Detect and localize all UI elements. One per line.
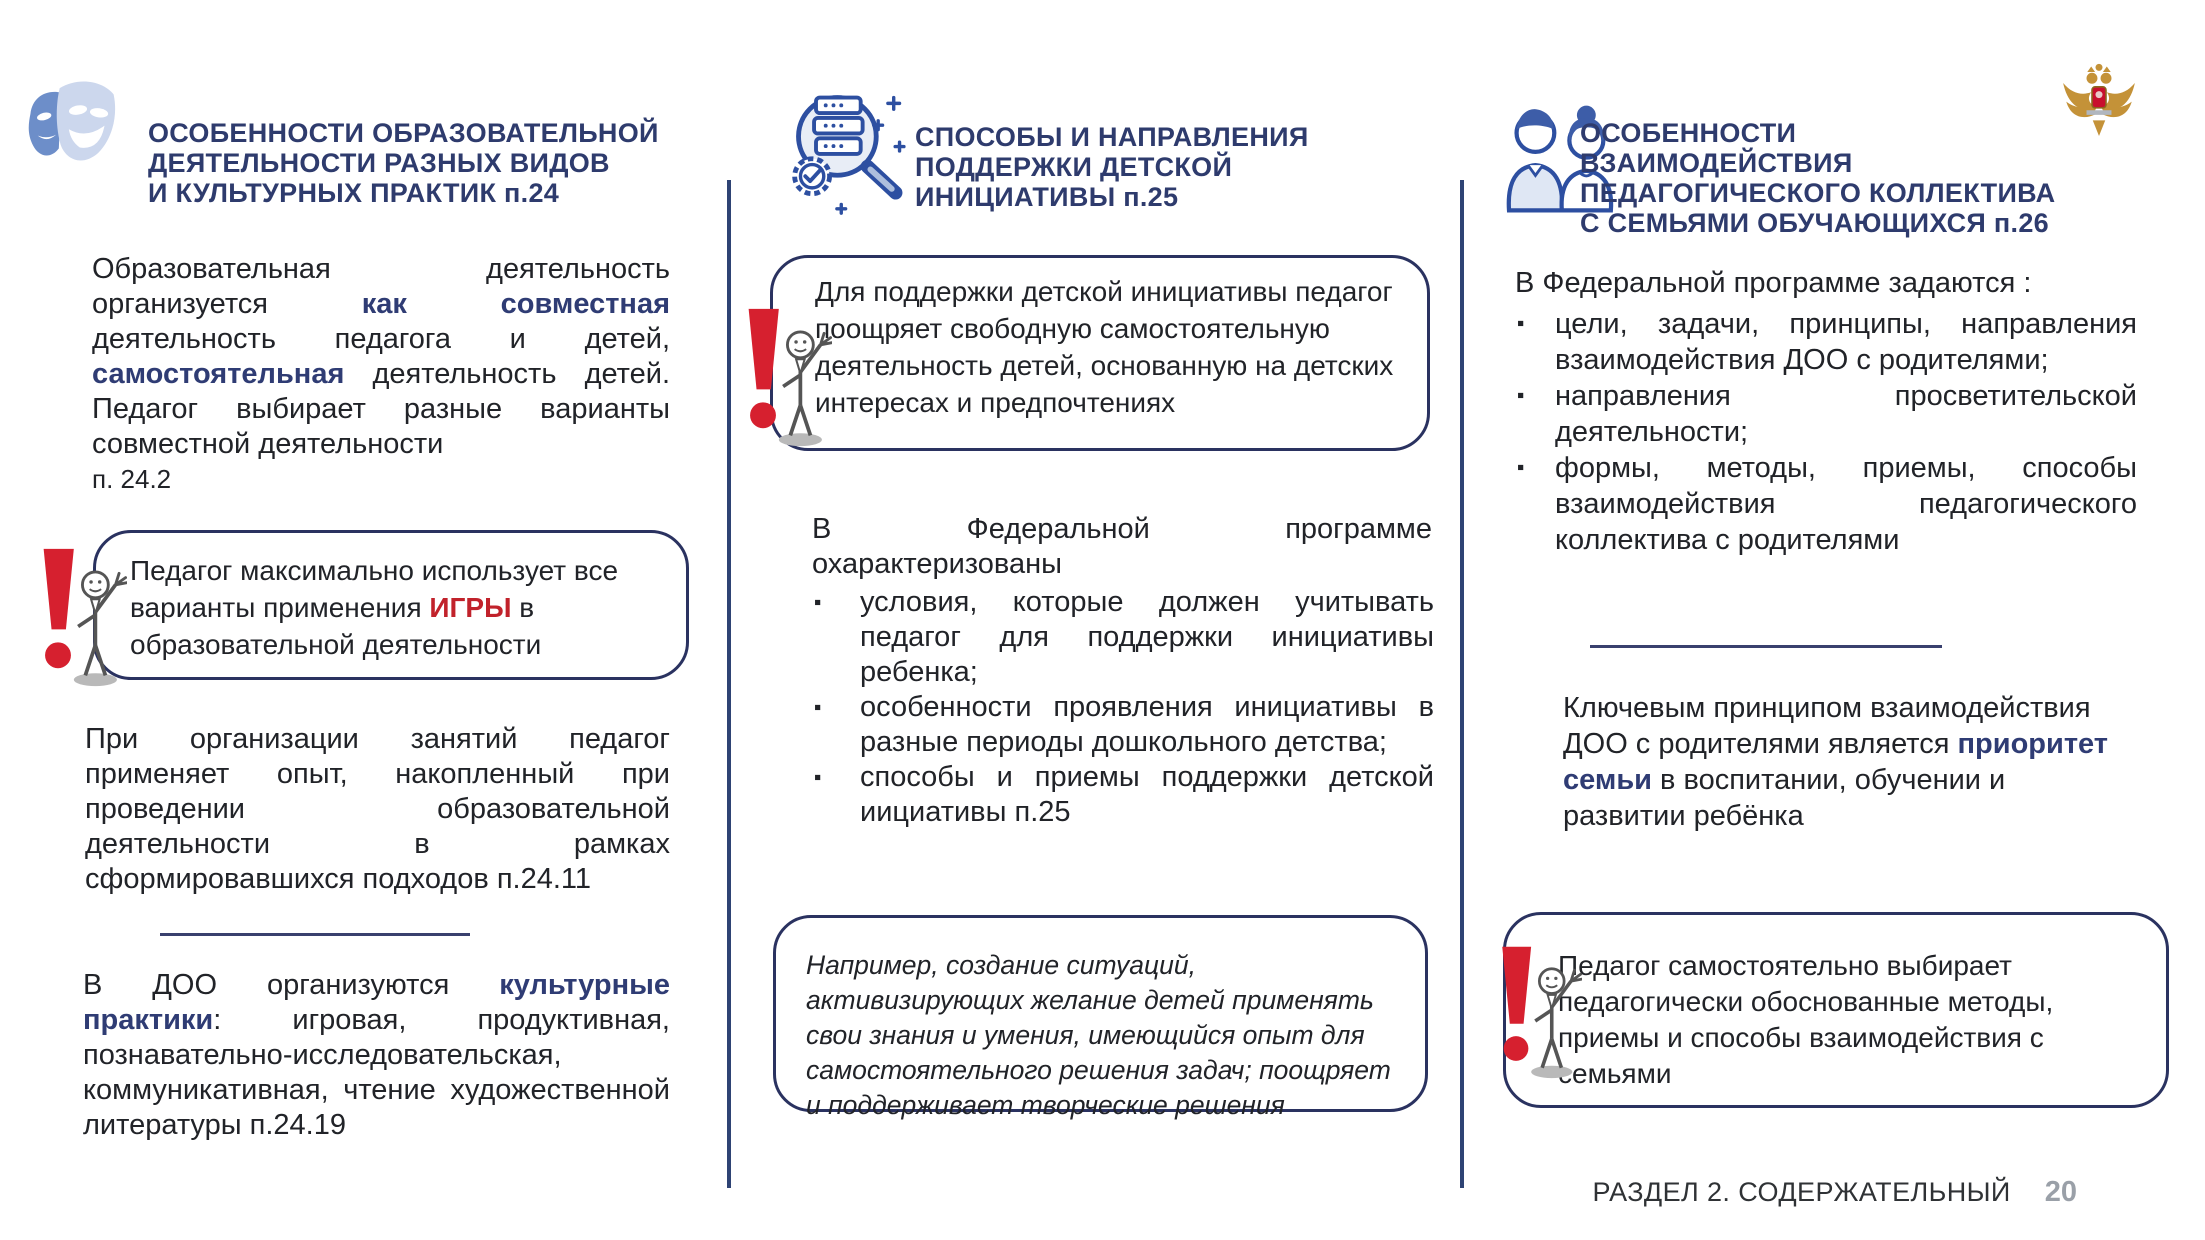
column3-list-intro: В Федеральной программе задаются : xyxy=(1515,267,2032,299)
attention-exclamation-icon xyxy=(35,540,129,690)
text-run: в воспитании, обучении и развитии ребёнк… xyxy=(1563,764,2006,832)
list-item-text: особенности проявления инициативы в разн… xyxy=(860,691,1434,758)
attention-exclamation-icon xyxy=(1494,936,1584,1084)
column2-list-intro: В Федеральной программе охарактеризованы xyxy=(812,513,1432,580)
page-number: 20 xyxy=(2044,1176,2077,1208)
example-text: Например, создание ситуаций, активизирую… xyxy=(806,950,1391,1120)
footer-section-label: РАЗДЕЛ 2. СОДЕРЖАТЕЛЬНЫЙ xyxy=(1592,1177,2011,1207)
clause-reference: п. 24.2 xyxy=(92,464,172,494)
highlight-navy: культурные практики xyxy=(83,969,670,1036)
list-item: особенности проявления инициативы в разн… xyxy=(812,690,1434,760)
callout-text: Педагог самостоятельно выбирает педагоги… xyxy=(1558,950,2054,1089)
column3-key-principle: Ключевым принципом взаимодействия ДОО с … xyxy=(1563,690,2128,834)
section-divider-col1 xyxy=(160,933,470,936)
text-run: : игровая, продуктивная, познавательно-и… xyxy=(83,1004,670,1141)
list-item: условия, которые должен учитывать педаго… xyxy=(812,585,1434,690)
ministry-emblem-icon xyxy=(2060,60,2138,148)
column1-paragraph-practices: В ДОО организуются культурные практики: … xyxy=(83,968,670,1143)
list-item-text: формы, методы, приемы, способы взаимодей… xyxy=(1555,452,2137,556)
column1-paragraph-experience: При организации занятий педагог применяе… xyxy=(85,723,670,895)
column3-bullet-list: цели, задачи, принципы, направления взаи… xyxy=(1515,306,2137,558)
highlight-navy: самостоятельная xyxy=(92,358,345,390)
column2-title: СПОСОБЫ И НАПРАВЛЕНИЯ ПОДДЕРЖКИ ДЕТСКОЙ … xyxy=(915,122,1309,212)
list-item: формы, методы, приемы, способы взаимодей… xyxy=(1515,450,2137,558)
column2-bullet-list: условия, которые должен учитывать педаго… xyxy=(812,585,1434,830)
list-item: цели, задачи, принципы, направления взаи… xyxy=(1515,306,2137,378)
list-item: направления просветительской деятельност… xyxy=(1515,378,2137,450)
list-item-text: цели, задачи, принципы, направления взаи… xyxy=(1555,308,2137,376)
text-run: Образовательная деятельность организуетс… xyxy=(92,253,670,320)
callout-text: Педагог максимально использует все вариа… xyxy=(130,552,662,663)
list-item-text: способы и приемы поддержки детской иициа… xyxy=(860,761,1434,828)
list-item-text: условия, которые должен учитывать педаго… xyxy=(860,586,1434,688)
column-divider-2 xyxy=(1460,180,1464,1188)
family-icon xyxy=(1485,84,1633,216)
callout-initiative-support: Для поддержки детской инициативы педагог… xyxy=(770,255,1430,451)
text-run: деятельность педагога и детей, xyxy=(92,323,670,355)
callout-example: Например, создание ситуаций, активизирую… xyxy=(773,915,1428,1120)
callout-game-use: Педагог максимально использует все вариа… xyxy=(93,530,689,680)
list-item-text: направления просветительской деятельност… xyxy=(1555,380,2137,448)
text-run: Педагог максимально использует все вариа… xyxy=(130,555,619,623)
text-run: в образовательной деятельности xyxy=(130,592,542,660)
highlight-navy: приоритет семьи xyxy=(1563,728,2108,796)
highlight-red: ИГРЫ xyxy=(429,592,512,623)
text-run: В ДОО организуются xyxy=(83,969,500,1001)
list-item: способы и приемы поддержки детской иициа… xyxy=(812,760,1434,830)
column3-title: ОСОБЕННОСТИ ВЗАИМОДЕЙСТВИЯ ПЕДАГОГИЧЕСКО… xyxy=(1580,118,2056,238)
callout-text: Для поддержки детской инициативы педагог… xyxy=(815,276,1394,418)
highlight-navy: как совместная xyxy=(361,288,670,320)
theater-masks-icon xyxy=(14,68,142,196)
section-divider-col3 xyxy=(1590,645,1942,648)
attention-exclamation-icon xyxy=(740,300,834,450)
text-run: деятельность детей. Педагог выбирает раз… xyxy=(92,358,670,460)
callout-teacher-choice: Педагог самостоятельно выбирает педагоги… xyxy=(1503,912,2169,1108)
slide-footer: РАЗДЕЛ 2. СОДЕРЖАТЕЛЬНЫЙ 20 xyxy=(1592,1176,2077,1209)
column-divider-1 xyxy=(727,180,731,1188)
column1-title: ОСОБЕННОСТИ ОБРАЗОВАТЕЛЬНОЙ ДЕЯТЕЛЬНОСТИ… xyxy=(148,118,659,208)
search-analysis-icon xyxy=(775,82,925,218)
column1-paragraph-activity: Образовательная деятельность организуетс… xyxy=(92,252,670,497)
text-run: Ключевым принципом взаимодействия ДОО с … xyxy=(1563,692,2091,760)
